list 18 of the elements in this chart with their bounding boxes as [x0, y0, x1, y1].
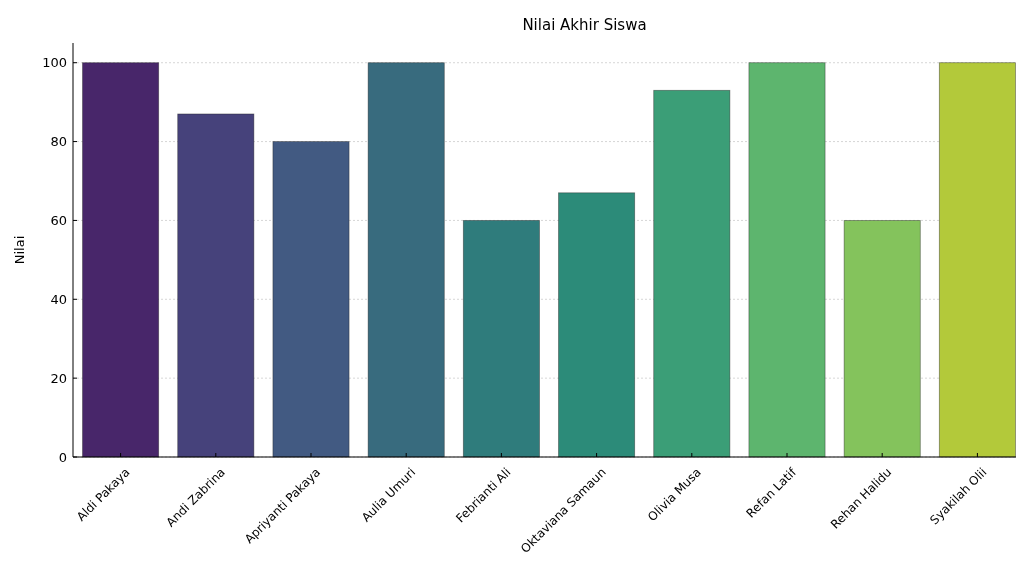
y-tick-label: 100 — [42, 55, 67, 71]
y-axis-title: Nilai — [12, 235, 27, 265]
chart-title: Nilai Akhir Siswa — [522, 16, 647, 34]
bar — [177, 113, 255, 458]
y-tick-label: 0 — [58, 449, 67, 465]
bar — [938, 62, 1016, 458]
y-tick-label: 60 — [50, 212, 67, 228]
bar — [82, 62, 160, 458]
bar — [653, 89, 731, 458]
bar — [748, 62, 826, 458]
bar — [367, 62, 445, 458]
y-tick-label: 40 — [50, 291, 67, 307]
bar — [272, 141, 350, 458]
y-tick-label: 80 — [50, 134, 67, 150]
y-tick-label: 20 — [50, 370, 67, 386]
bar — [843, 220, 921, 458]
bar — [558, 192, 636, 458]
bar — [462, 220, 540, 458]
